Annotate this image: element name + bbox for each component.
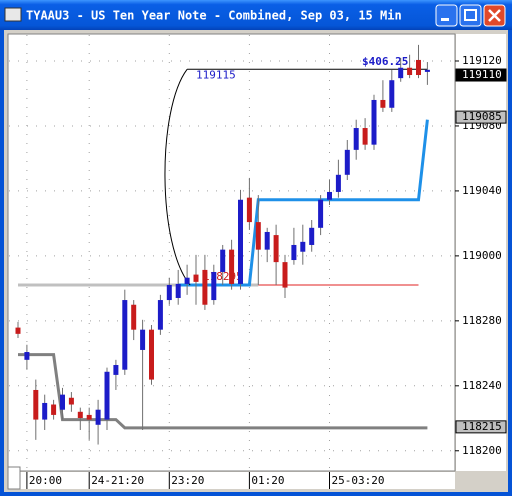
- candle-body: [211, 271, 217, 301]
- candle-body: [264, 231, 270, 250]
- candle-body: [95, 409, 101, 425]
- y-tick-label: 119120: [462, 54, 502, 67]
- candle-body: [131, 304, 137, 330]
- indicator-line: [18, 353, 428, 430]
- app-icon: [4, 7, 22, 22]
- indicator-line: [178, 119, 429, 287]
- candle-body: [104, 371, 110, 420]
- candle-body: [255, 222, 261, 250]
- price-marker-label: 119110: [462, 68, 502, 81]
- candle-body: [371, 99, 377, 145]
- candle-body: [424, 69, 430, 72]
- scroll-handle[interactable]: [7, 466, 21, 490]
- candle-body: [113, 365, 119, 375]
- candle-body: [15, 327, 21, 334]
- candle-body: [344, 149, 350, 175]
- annotation-label: 119115: [196, 68, 236, 81]
- minimize-button[interactable]: [435, 4, 458, 27]
- x-tick-label: 25-03:20: [332, 474, 385, 487]
- annotation-bracket: [164, 69, 191, 286]
- candle-body: [24, 352, 30, 360]
- candle-body: [318, 199, 324, 228]
- x-tick-label: 01:20: [251, 474, 284, 487]
- candle-body: [157, 300, 163, 330]
- candle-body: [273, 235, 279, 263]
- candle-body: [238, 199, 243, 284]
- candle-body: [380, 99, 386, 108]
- candle-body: [202, 269, 208, 305]
- annotation-label: $406.25: [362, 55, 408, 68]
- candle-body: [335, 174, 341, 192]
- candle-body: [60, 394, 65, 410]
- candle-body: [300, 241, 306, 252]
- candle-body: [140, 329, 146, 350]
- candle-body: [42, 402, 48, 420]
- candle-body: [362, 128, 368, 145]
- x-tick-label: 20:00: [29, 474, 62, 487]
- price-marker: [455, 110, 507, 124]
- x-tick-label: 23:20: [171, 474, 204, 487]
- candle-body: [86, 414, 92, 420]
- candle-body: [77, 411, 83, 419]
- y-tick-label: 118200: [462, 444, 502, 457]
- price-axis: [456, 34, 506, 471]
- candle-body: [229, 249, 235, 284]
- price-marker: [455, 420, 507, 434]
- candle-body: [220, 249, 226, 272]
- price-marker-label: 118215: [462, 420, 502, 433]
- maximize-button[interactable]: [459, 4, 482, 27]
- candle-body: [184, 277, 190, 284]
- price-marker: [455, 68, 507, 82]
- title-bar: [0, 0, 512, 30]
- y-tick-label: 119000: [462, 249, 502, 262]
- y-tick-label: 119040: [462, 184, 502, 197]
- x-tick-label: 24-21:20: [91, 474, 144, 487]
- candle-body: [416, 59, 421, 76]
- candle-body: [51, 404, 57, 415]
- candle-body: [122, 300, 128, 370]
- close-button[interactable]: [483, 4, 506, 27]
- window-title: TYAAU3 - US Ten Year Note - Combined, Se…: [26, 9, 402, 23]
- time-axis: [8, 472, 455, 489]
- price-marker-label: 119085: [462, 110, 502, 123]
- y-tick-label: 118280: [462, 314, 502, 327]
- candle-body: [398, 67, 404, 79]
- candle-body: [175, 283, 181, 298]
- y-tick-label: 118240: [462, 379, 502, 392]
- candle-body: [149, 329, 154, 380]
- candle-body: [353, 128, 359, 150]
- candle-body: [166, 284, 172, 301]
- candle-body: [282, 262, 288, 288]
- candle-body: [309, 227, 315, 245]
- candle-body: [193, 274, 199, 282]
- candle-body: [291, 244, 297, 261]
- candle-body: [68, 397, 74, 405]
- candle-body: [33, 389, 39, 420]
- candle-body: [407, 67, 413, 76]
- candle-body: [246, 197, 252, 223]
- candle-body: [389, 80, 395, 108]
- candle-body: [327, 191, 332, 200]
